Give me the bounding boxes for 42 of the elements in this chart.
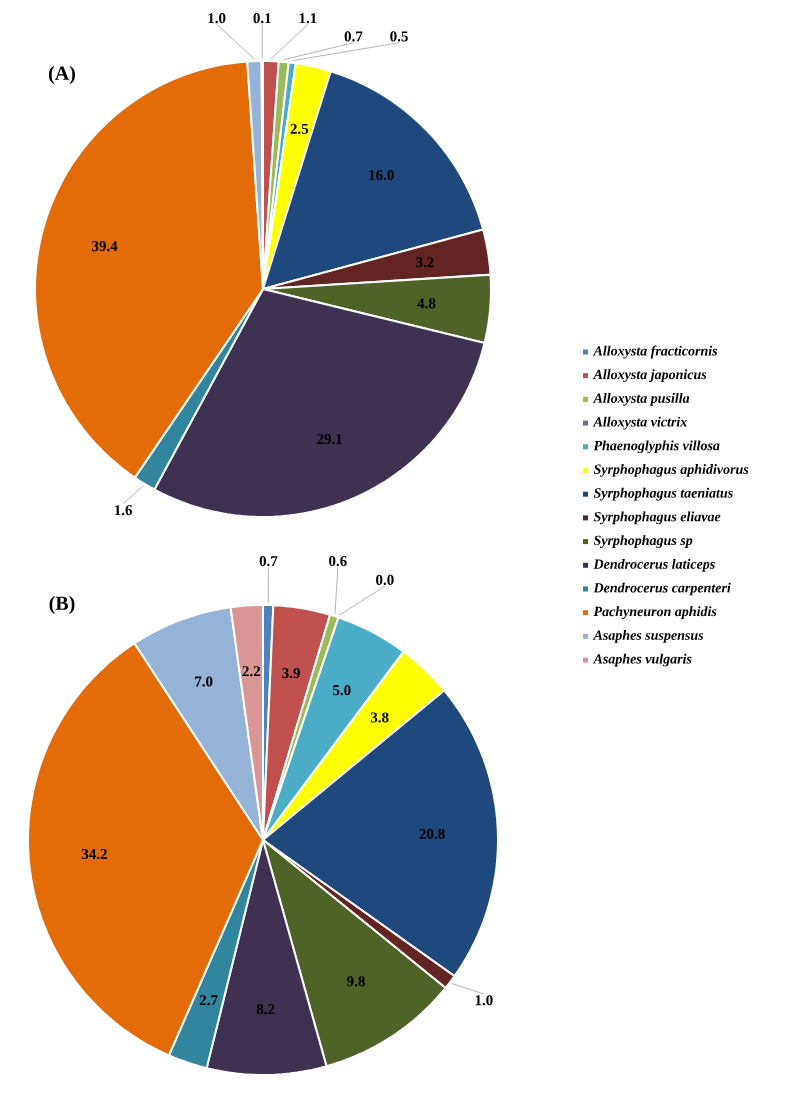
data-label: 5.0 — [333, 685, 351, 696]
data-label: 16.0 — [369, 170, 394, 181]
data-label: 9.8 — [347, 976, 365, 987]
legend-label: Asaphes vulgaris — [592, 653, 692, 667]
data-label: 8.2 — [256, 1004, 275, 1015]
data-label: 1.6 — [114, 505, 133, 516]
text: (B) — [49, 595, 75, 615]
data-label: 0.7 — [259, 556, 278, 567]
text: 0.0 — [376, 574, 394, 586]
data-label: 0.6 — [329, 556, 347, 567]
data-label: 29.1 — [317, 433, 342, 445]
data-label: 4.8 — [417, 298, 436, 309]
text: (A) — [49, 65, 75, 85]
data-label: 0.7 — [344, 31, 363, 42]
legend-label: Phaenoglyphis villosa — [593, 440, 720, 454]
data-label: 0.1 — [253, 13, 271, 24]
data-label: 3.2 — [416, 257, 434, 268]
data-label: 34.2 — [81, 849, 107, 860]
legend-label: Dendrocerus carpenteri — [593, 582, 731, 596]
data-label: 20.8 — [419, 828, 445, 839]
data-label: 3.9 — [282, 668, 300, 679]
legend-label: Syrphophagus sp — [593, 535, 693, 548]
legend-label: Pachyneuron aphidis — [593, 606, 717, 620]
data-label: 1.1 — [299, 13, 317, 24]
legend-label: Syrphophagus eliavae — [593, 511, 721, 525]
legend-label: Alloxysta japonicus — [592, 369, 707, 383]
data-label: 0.5 — [390, 31, 408, 42]
legend-label: Syrphophagus aphidivorus — [593, 464, 749, 477]
data-label: 2.7 — [199, 995, 218, 1006]
data-label: 7.0 — [195, 676, 213, 687]
data-label: 1.0 — [475, 995, 493, 1006]
data-label: 2.5 — [290, 123, 309, 134]
legend-label: Syrphophagus taeniatus — [593, 487, 733, 501]
legend-label: Alloxysta pusilla — [592, 393, 690, 406]
legend-label: Asaphes suspensus — [592, 630, 704, 643]
data-label: 3.8 — [370, 712, 389, 723]
legend-label: Alloxysta victrix — [592, 416, 687, 430]
data-label: 39.4 — [91, 241, 118, 252]
legend-label: Alloxysta fracticornis — [592, 345, 718, 359]
legend-label: Dendrocerus laticeps — [593, 558, 715, 572]
data-label: 2.2 — [242, 666, 261, 677]
data-label: 1.0 — [208, 13, 226, 24]
